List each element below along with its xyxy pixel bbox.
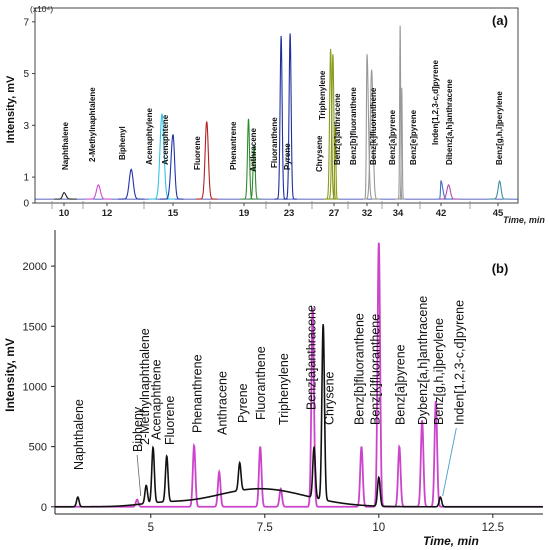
peak-label-a: Biphenyl — [118, 126, 127, 160]
panel-label-a: (a) — [492, 13, 508, 28]
peak-label-a: Benz[g,h,i]perylene — [495, 91, 504, 165]
x-tick-label-b: 7.5 — [257, 522, 273, 534]
y-tick-label-a: 7 — [23, 17, 29, 28]
x-tick-label-a: 32 — [362, 208, 373, 219]
peak-label-b: Benz[a]pyrene — [393, 344, 407, 425]
peak-trace-a — [196, 121, 218, 200]
peak-label-a: Benz[e]pyrene — [409, 109, 418, 165]
peak-label-a: Acenaphtene — [161, 114, 170, 165]
peak-label-b: Inden[1,2,3-c,d]pyrene — [453, 300, 467, 425]
peak-trace-a — [394, 25, 404, 200]
y-tick-label-a: 1 — [23, 173, 29, 184]
panel-b: 0 500 1000 1500 2000 5 7.5 10 12.5 Intensity, mV T… — [3, 230, 543, 548]
peak-label-b: Phenanthrene — [190, 354, 204, 433]
peak-label-a: Dibenz[a,h]anthracene — [445, 79, 454, 165]
peak-trace-a — [398, 87, 405, 200]
peak-label-b: 2-Methylnaphthalene — [138, 328, 152, 445]
x-tick-label-a: 15 — [168, 208, 179, 219]
peak-trace-a — [363, 54, 376, 200]
peak-label-b: Benz[a]anthracene — [304, 305, 318, 410]
peak-label-b: Anthracene — [215, 371, 229, 435]
peak-trace-a — [283, 33, 297, 200]
peak-trace-a — [148, 113, 175, 200]
peak-trace-a — [439, 184, 460, 200]
peak-trace-a — [159, 134, 184, 200]
peak-label-a: Naphthalene — [61, 121, 70, 170]
x-axis-title-b: Time, min — [423, 534, 479, 548]
x-tick-label-a: 42 — [436, 208, 447, 219]
y-tick-label-b: 2000 — [23, 261, 47, 273]
peak-label-b: Naphthalene — [72, 399, 86, 470]
peak-label-a: Inden[1,2,3-c,d]pyrene — [431, 60, 440, 145]
x-tick-label-a: 27 — [329, 208, 340, 219]
peak-label-a: Pyrene — [283, 143, 292, 170]
panel-label-b: (b) — [492, 261, 509, 276]
trace-black-b — [55, 324, 543, 508]
peak-label-a: Benz[a]pyrene — [388, 109, 397, 165]
leader-line-b — [136, 454, 142, 497]
peak-trace-a — [323, 48, 336, 200]
peak-label-a: Benz[a]anthracene — [333, 93, 342, 165]
peak-label-a: Benz[k]fluoranthene — [369, 87, 378, 165]
peak-label-a: Chrysene — [315, 135, 324, 172]
peak-trace-a — [118, 168, 145, 200]
y-tick-label-b: 0 — [41, 502, 47, 514]
peak-trace-a — [85, 184, 112, 200]
peak-label-b: Benz[k]fluoranthene — [368, 314, 382, 425]
y-tick-label-a: 3 — [23, 121, 29, 132]
peak-trace-a — [488, 180, 509, 200]
peak-label-b: Chrysene — [323, 371, 337, 425]
peak-label-a: Anthracene — [249, 127, 258, 172]
peak-label-a: Fluoranthene — [270, 117, 279, 168]
y-tick-label-b: 500 — [29, 442, 47, 454]
peak-label-a: Triphenylene — [318, 70, 327, 120]
peak-label-b: Dybenz[a,h]anthracene — [416, 296, 430, 425]
x-tick-label-b: 5 — [148, 522, 154, 534]
peak-trace-a — [365, 69, 381, 200]
peak-label-a: Fluorene — [193, 136, 202, 170]
x-tick-label-b: 12.5 — [482, 522, 504, 534]
peak-trace-a — [54, 192, 77, 200]
peak-label-b: Fluorene — [163, 396, 177, 445]
peak-label-a: Acenaphtylene — [145, 108, 154, 165]
y-axis-title-b: Intensity, mV — [3, 338, 17, 412]
peak-trace-a — [247, 144, 261, 200]
x-tick-label-a: 12 — [102, 208, 113, 219]
peak-label-b: Fluoranthene — [254, 346, 268, 420]
peak-label-b: Triphenylene — [277, 353, 291, 425]
peak-trace-a — [326, 54, 338, 200]
x-tick-label-a: 10 — [59, 208, 70, 219]
scale-note: (x10⁴) — [30, 4, 53, 14]
peak-trace-a — [329, 126, 340, 200]
peak-trace-a — [437, 179, 453, 200]
peak-label-b: Acenaphthene — [149, 359, 163, 440]
y-axis-title-a: Intensity, mV — [5, 75, 17, 143]
y-tick-label-b: 1500 — [23, 321, 47, 333]
x-tick-label-a: 23 — [284, 208, 295, 219]
peak-label-b: Benz[b]fluoranthene — [352, 313, 366, 425]
x-tick-label-a: 45 — [493, 208, 504, 219]
y-tick-label-b: 1000 — [23, 381, 47, 393]
panel-a: 0 1 3 5 7(x10⁴) Intensity, mV (a) 10 12 15 19 23 27 3… — [5, 4, 545, 225]
peak-trace-a — [240, 118, 256, 200]
peak-label-b: Benz[g,h,i]perylene — [432, 318, 446, 425]
y-tick-label-a: 5 — [23, 69, 29, 80]
x-tick-label-b: 10 — [372, 522, 385, 534]
trace-magenta-b — [55, 242, 543, 508]
x-tick-label-a: 19 — [239, 208, 250, 219]
x-tick-label-a: 34 — [393, 208, 404, 219]
y-tick-label-a: 0 — [23, 199, 29, 210]
x-axis-title-a: Time, min — [503, 215, 545, 225]
peak-label-b: Bipheny — [131, 406, 145, 452]
peak-label-a: 2-Methylnaphtalene — [88, 87, 97, 162]
peak-label-b: Pyrene — [236, 383, 250, 423]
plot-frame-a — [34, 7, 519, 204]
peak-label-a: Benz[b]fluoranthene — [349, 87, 358, 165]
leader-line-b — [442, 427, 457, 497]
peak-label-a: Phenantrene — [229, 121, 238, 170]
